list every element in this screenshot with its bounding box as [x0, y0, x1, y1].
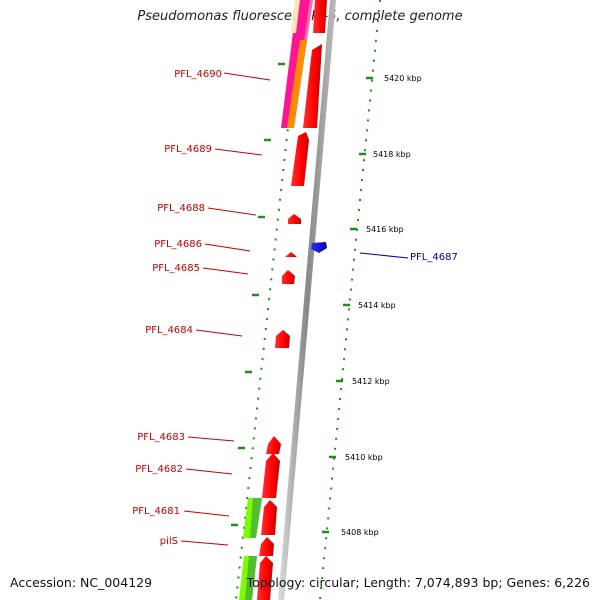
gene-label: PFL_4688 — [157, 203, 205, 214]
scale-label: 5420 kbp — [384, 74, 422, 83]
feature-track-pale — [291, 0, 300, 33]
gene-label: PFL_4681 — [132, 506, 180, 517]
scale-label: 5412 kbp — [352, 377, 390, 386]
gene-arrow — [288, 214, 301, 224]
gene-arrow — [303, 44, 322, 128]
gene-arrow — [262, 453, 280, 498]
gene-arrow — [261, 500, 277, 535]
scale-label: 5408 kbp — [341, 528, 379, 537]
gene-label: PFL_4685 — [152, 263, 200, 274]
gene-arrow — [282, 270, 295, 284]
gene-arrow — [259, 537, 274, 556]
gene-arrow — [291, 132, 309, 186]
accession-text: Accession: NC_004129 — [10, 575, 153, 590]
scale-label: 5418 kbp — [373, 150, 411, 159]
gene-arrow — [266, 436, 281, 454]
genome-summary-text: Topology: circular; Length: 7,074,893 bp… — [246, 575, 590, 590]
gene-arrow — [313, 0, 327, 33]
gene-arrow — [311, 242, 327, 253]
gene-label: PFL_4687 — [410, 252, 458, 263]
scale-label: 5410 kbp — [345, 453, 383, 462]
gene-label: pilS — [160, 536, 178, 547]
gene-label: PFL_4690 — [174, 69, 222, 80]
feature-track-green — [239, 498, 262, 600]
gene-arrow — [285, 252, 297, 257]
gene-label: PFL_4684 — [145, 325, 193, 336]
scale-label: 5414 kbp — [358, 301, 396, 310]
gene-label: PFL_4686 — [154, 239, 202, 250]
gene-label: PFL_4689 — [164, 144, 212, 155]
forward-genes — [257, 0, 327, 600]
scale-labels: 5420 kbp 5418 kbp 5416 kbp 5414 kbp 5412… — [341, 74, 422, 537]
genome-backbone — [278, 0, 336, 600]
gene-labels: PFL_4690 PFL_4689 PFL_4688 PFL_4686 PFL_… — [132, 69, 458, 547]
gene-label: PFL_4683 — [137, 432, 185, 443]
outer-ticks — [322, 76, 373, 534]
label-leaders — [180, 72, 409, 546]
reverse-genes — [311, 242, 327, 253]
feature-track-orange — [287, 40, 307, 128]
gene-label: PFL_4682 — [135, 464, 183, 475]
scale-label: 5416 kbp — [366, 225, 404, 234]
gene-arrow — [257, 556, 273, 600]
gene-arrow — [275, 330, 290, 348]
outer-dotted-guide — [319, 0, 381, 600]
inner-ticks — [231, 62, 285, 527]
